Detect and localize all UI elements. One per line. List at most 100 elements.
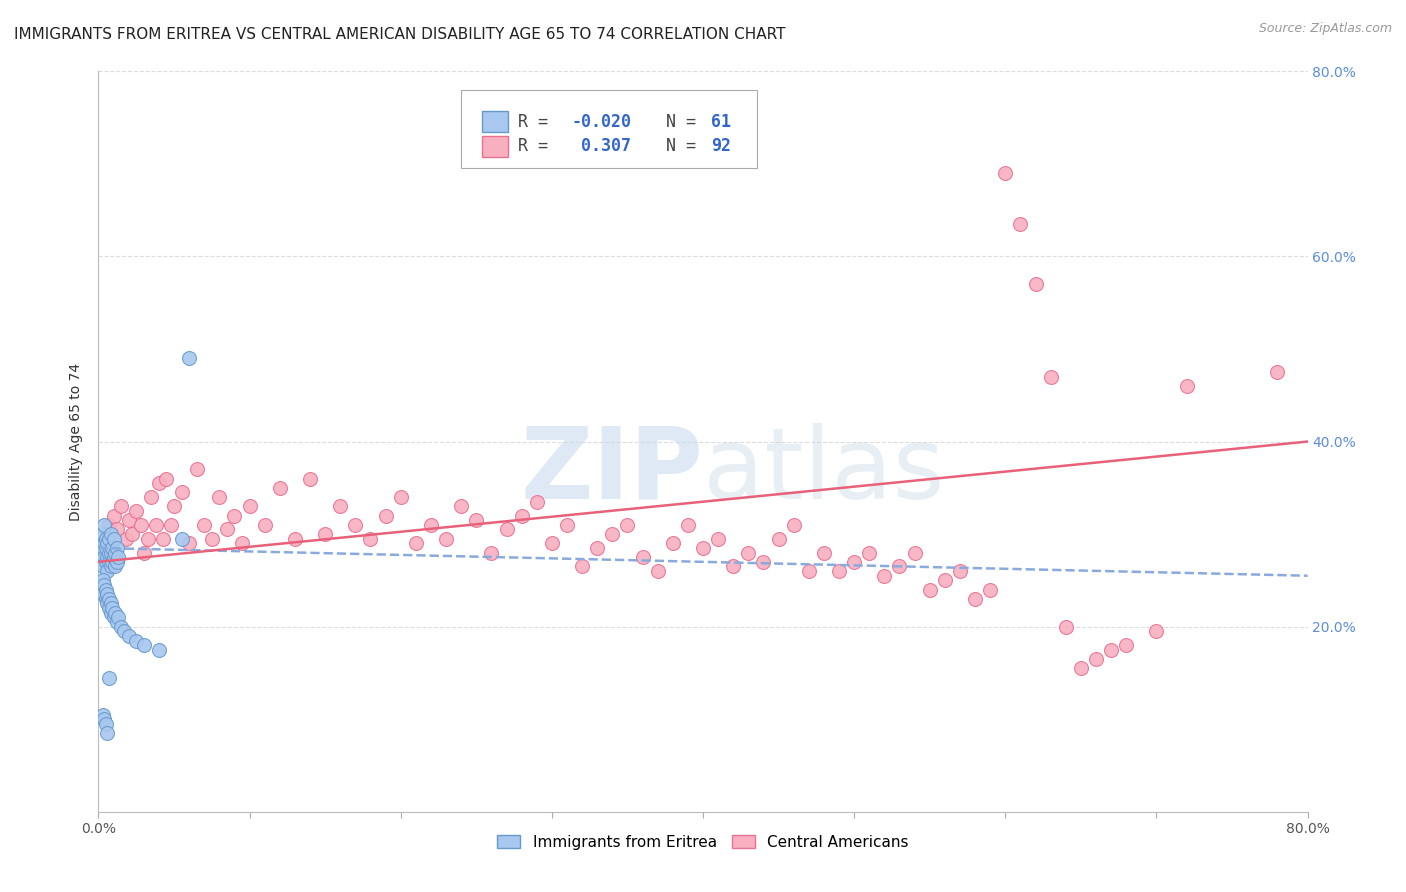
Point <box>844 555 866 569</box>
Point <box>141 490 163 504</box>
Point <box>360 532 382 546</box>
Point <box>101 601 124 615</box>
Point <box>783 517 806 532</box>
Point <box>918 582 941 597</box>
Bar <box>482 112 509 132</box>
Point <box>1054 619 1077 633</box>
Point <box>100 559 122 574</box>
Point <box>828 564 851 578</box>
Point <box>723 559 745 574</box>
Point <box>89 578 111 592</box>
Point <box>1039 369 1062 384</box>
Point <box>481 545 503 560</box>
Point <box>170 532 193 546</box>
Point <box>526 494 548 508</box>
Point <box>1085 652 1108 666</box>
Point <box>94 555 117 569</box>
Point <box>125 633 148 648</box>
Point <box>91 555 114 569</box>
Text: atlas: atlas <box>703 423 945 520</box>
Point <box>96 536 118 550</box>
Point <box>1115 638 1137 652</box>
Text: N =: N = <box>665 112 706 131</box>
Point <box>98 555 121 569</box>
Point <box>101 541 124 555</box>
Text: R =: R = <box>517 112 558 131</box>
Point <box>858 545 880 560</box>
Text: Source: ZipAtlas.com: Source: ZipAtlas.com <box>1258 22 1392 36</box>
Point <box>904 545 927 560</box>
FancyBboxPatch shape <box>461 90 758 168</box>
Point <box>284 532 307 546</box>
Point <box>107 610 129 624</box>
Point <box>98 517 121 532</box>
Text: 0.307: 0.307 <box>571 137 631 155</box>
Point <box>91 707 114 722</box>
Point <box>90 555 112 569</box>
Point <box>101 555 124 569</box>
Point <box>105 541 128 555</box>
Point <box>104 559 127 574</box>
Point <box>100 606 122 620</box>
Point <box>110 500 132 514</box>
Point <box>98 671 121 685</box>
Point <box>676 517 699 532</box>
Point <box>420 517 443 532</box>
Point <box>96 564 118 578</box>
Point <box>132 638 155 652</box>
Point <box>112 624 135 639</box>
Point <box>344 517 367 532</box>
Point <box>103 550 125 565</box>
Point <box>93 550 115 565</box>
Point <box>1267 365 1289 379</box>
Point <box>540 536 562 550</box>
Point <box>114 532 136 546</box>
Point <box>631 550 654 565</box>
Point <box>215 523 238 537</box>
Point <box>98 601 121 615</box>
Point <box>91 527 114 541</box>
Point <box>1144 624 1167 639</box>
Point <box>94 532 117 546</box>
Point <box>994 166 1017 180</box>
Point <box>93 578 115 592</box>
Point <box>100 541 122 555</box>
Point <box>253 517 276 532</box>
Point <box>94 541 117 555</box>
Point <box>571 559 593 574</box>
Point <box>100 527 122 541</box>
Point <box>405 536 427 550</box>
Point <box>239 500 262 514</box>
Point <box>934 574 956 588</box>
Point <box>104 545 127 560</box>
Point <box>118 629 141 643</box>
Point <box>647 564 669 578</box>
Point <box>96 587 118 601</box>
Point <box>91 574 114 588</box>
Point <box>737 545 759 560</box>
Point <box>979 582 1001 597</box>
Point <box>91 541 114 555</box>
Bar <box>482 136 509 157</box>
Point <box>434 532 457 546</box>
Point <box>118 513 141 527</box>
Point <box>91 559 114 574</box>
Point <box>98 591 121 606</box>
Point <box>98 532 121 546</box>
Point <box>89 545 111 560</box>
Text: R =: R = <box>517 137 558 155</box>
Point <box>555 517 578 532</box>
Point <box>96 726 118 740</box>
Point <box>231 536 253 550</box>
Point <box>152 532 174 546</box>
Point <box>170 485 193 500</box>
Point <box>224 508 246 523</box>
Point <box>495 523 517 537</box>
Point <box>1099 642 1122 657</box>
Point <box>314 527 336 541</box>
Point <box>121 527 143 541</box>
Text: 92: 92 <box>711 137 731 155</box>
Point <box>103 532 125 546</box>
Point <box>949 564 972 578</box>
Point <box>586 541 609 555</box>
